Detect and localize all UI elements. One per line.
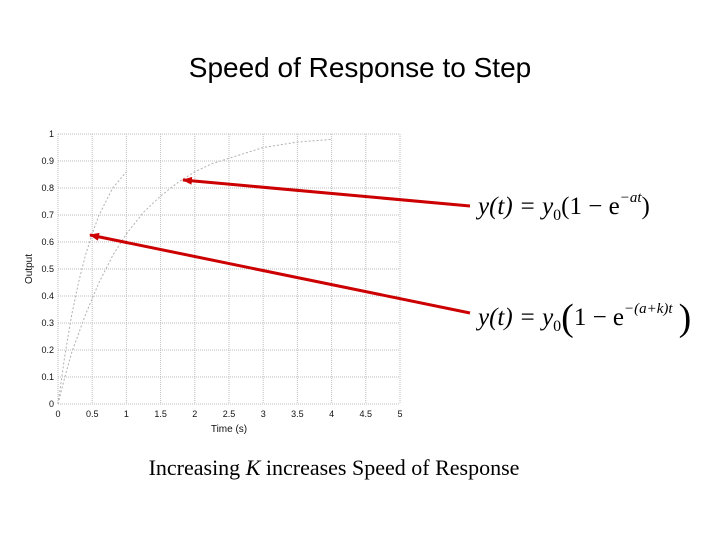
x-tick-label: 3: [261, 409, 266, 419]
x-tick-label: 1.5: [154, 409, 167, 419]
caption-suffix: increases Speed of Response: [260, 455, 520, 480]
equation-first-order: y(t) = y0(1 − e−at): [478, 190, 650, 225]
eq1-exponent: −at: [619, 190, 642, 206]
y-tick-label: 0.7: [41, 210, 54, 220]
y-tick-label: 0.4: [41, 291, 54, 301]
y-tick-label: 0.6: [41, 237, 54, 247]
eq2-exponent: −(a+k)t: [624, 301, 673, 317]
y-tick-label: 0.3: [41, 318, 54, 328]
slide-title: Speed of Response to Step: [188, 52, 532, 83]
x-tick-label: 1: [124, 409, 129, 419]
x-tick-label: 0.5: [86, 409, 99, 419]
equation-with-gain: y(t) = y0(1 − e−(a+k)t): [478, 297, 692, 339]
y-tick-label: 0.8: [41, 183, 54, 193]
arrow-to-slow-curve: [182, 176, 471, 208]
y-axis-label: Output: [24, 254, 35, 284]
y-tick-label: 0.5: [41, 264, 54, 274]
eq1-close: ): [641, 193, 650, 220]
slide-caption: Increasing K increases Speed of Response: [0, 455, 668, 481]
x-tick-label: 5: [397, 409, 402, 419]
eq1-sub: 0: [553, 207, 562, 224]
eq2-lhs: y(t) = y: [478, 304, 554, 331]
x-tick-label: 4: [329, 409, 334, 419]
caption-prefix: Increasing: [148, 455, 246, 480]
y-tick-label: 0.1: [41, 372, 54, 382]
x-tick-label: 4.5: [360, 409, 373, 419]
y-tick-label: 0.9: [41, 156, 54, 166]
x-axis-label: Time (s): [211, 424, 247, 435]
y-tick-label: 0: [49, 399, 54, 409]
x-tick-label: 3.5: [291, 409, 304, 419]
arrow-to-fast-curve: [89, 232, 471, 315]
eq1-lhs: y(t) = y: [478, 193, 554, 220]
x-tick-label: 0: [55, 409, 60, 419]
x-tick-label: 2.5: [223, 409, 236, 419]
eq1-open: (1 − e: [561, 193, 620, 220]
y-tick-label: 1: [49, 129, 54, 139]
caption-variable: K: [245, 455, 261, 480]
x-tick-label: 2: [192, 409, 197, 419]
eq2-sub: 0: [553, 318, 562, 335]
y-tick-label: 0.2: [41, 345, 54, 355]
eq2-open: 1 − e: [573, 304, 625, 331]
